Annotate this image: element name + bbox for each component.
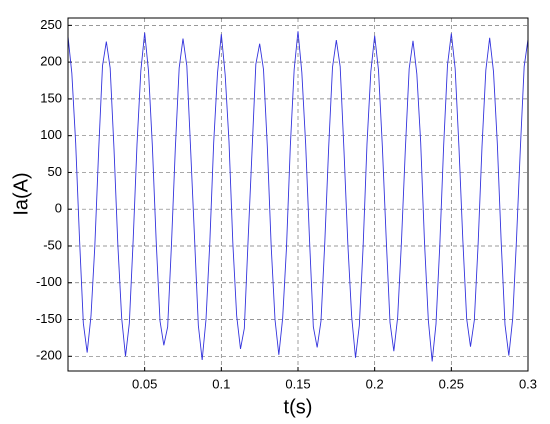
x-axis-label: t(s) <box>284 396 313 418</box>
y-axis-label: Ia(A) <box>10 172 32 215</box>
y-tick-label: 250 <box>40 17 62 32</box>
x-tick-label: 0.1 <box>212 376 230 391</box>
y-tick-label: 200 <box>40 54 62 69</box>
y-tick-label: -100 <box>36 274 62 289</box>
data-line <box>67 31 529 362</box>
y-tick-label: 50 <box>48 164 62 179</box>
x-tick-label: 0.3 <box>519 376 537 391</box>
y-tick-label: -200 <box>36 348 62 363</box>
y-tick-label: 150 <box>40 90 62 105</box>
y-tick-label: -50 <box>43 237 62 252</box>
y-tick-label: 100 <box>40 127 62 142</box>
x-tick-label: 0.25 <box>439 376 464 391</box>
y-tick-label: 0 <box>55 201 62 216</box>
x-tick-label: 0.2 <box>366 376 384 391</box>
plot-frame <box>67 17 529 372</box>
x-tick-label: 0.05 <box>132 376 157 391</box>
x-tick-label: 0.15 <box>285 376 310 391</box>
y-tick-label: -150 <box>36 311 62 326</box>
